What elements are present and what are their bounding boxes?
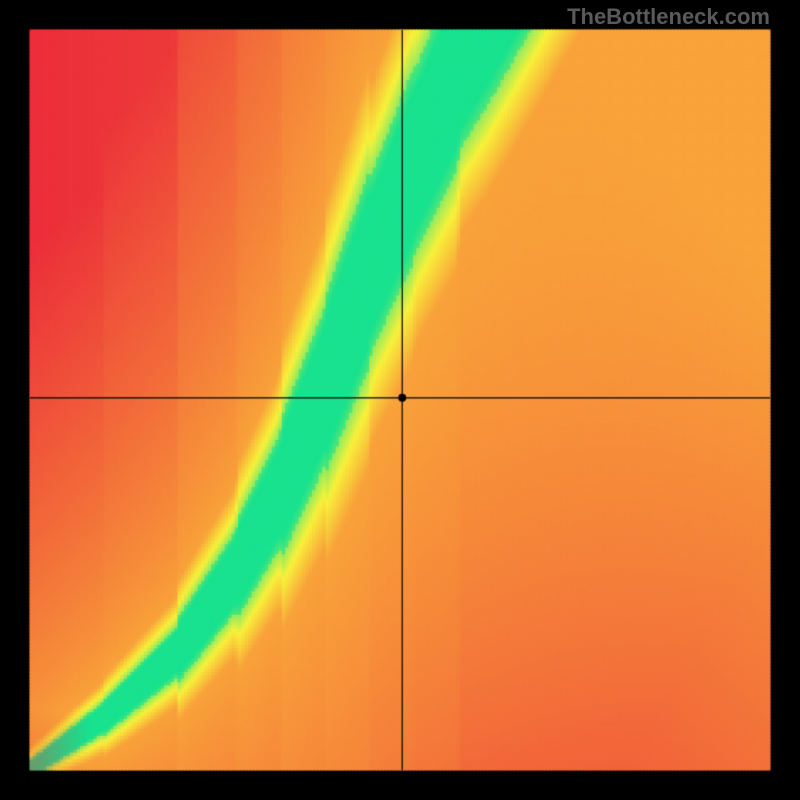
- watermark: TheBottleneck.com: [567, 4, 770, 30]
- heatmap-canvas: [0, 0, 800, 800]
- chart-container: TheBottleneck.com: [0, 0, 800, 800]
